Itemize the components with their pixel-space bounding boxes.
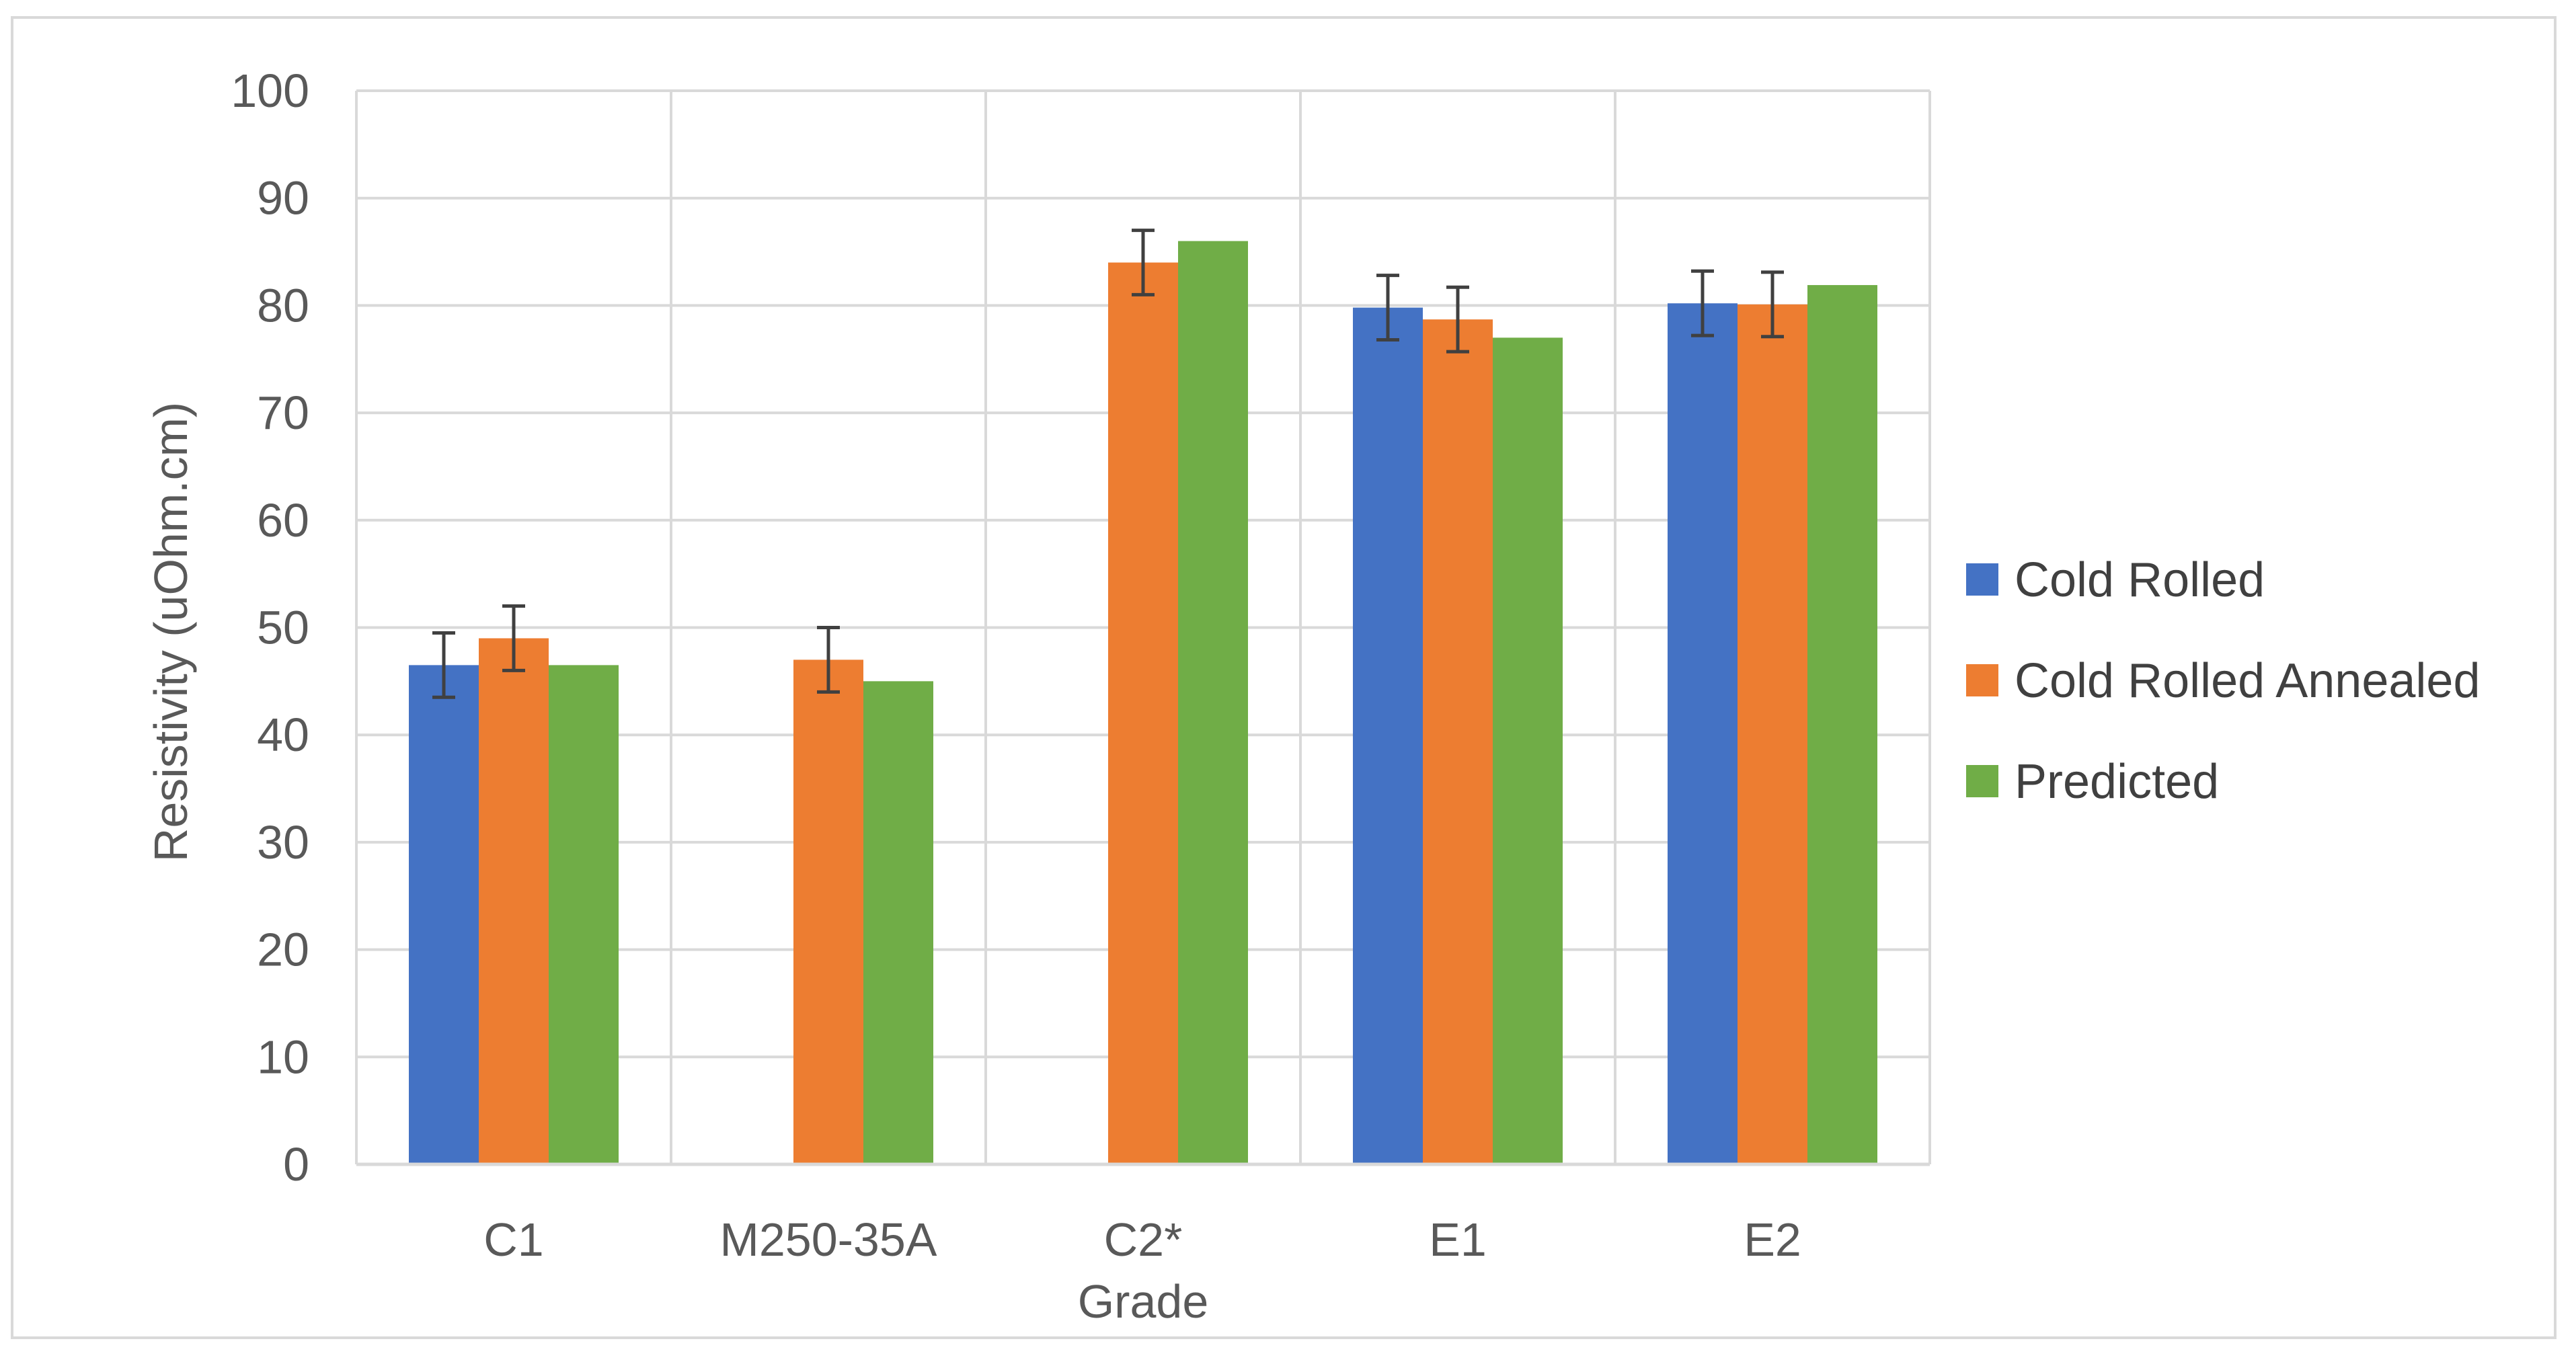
y-tick-label-50: 50 xyxy=(257,602,309,654)
bar-layer xyxy=(409,241,1877,1165)
x-tick-label-e1: E1 xyxy=(1429,1213,1487,1266)
legend-swatch xyxy=(1966,664,1998,696)
bar-cold-rolled-annealed-c2 xyxy=(1108,262,1178,1164)
legend: Cold Rolled Cold Rolled Annealed Predicted xyxy=(1966,553,2481,809)
legend-item-cold-rolled-annealed: Cold Rolled Annealed xyxy=(1966,654,2481,708)
bar-cold-rolled-annealed-c1 xyxy=(479,638,549,1164)
axis-layer: 0 10 20 30 40 50 60 70 80 90 100 C1 M250-35A C2* E1 E2 xyxy=(231,65,1930,1266)
bar-predicted-e2 xyxy=(1807,285,1877,1164)
y-tick-label-30: 30 xyxy=(257,816,309,869)
y-tick-label-70: 70 xyxy=(257,387,309,439)
bar-cold-rolled-c1 xyxy=(409,665,479,1164)
error-bar-cold-rolled-annealed-m25035a xyxy=(817,626,840,694)
error-bar-cold-rolled-annealed-c1 xyxy=(502,604,525,672)
error-bar-cold-rolled-annealed-c2 xyxy=(1132,229,1155,296)
x-tick-label-c1: C1 xyxy=(483,1213,543,1266)
y-tick-label-20: 20 xyxy=(257,924,309,976)
error-bar-cold-rolled-c1 xyxy=(432,631,455,699)
legend-item-predicted: Predicted xyxy=(1966,755,2219,809)
error-bar-cold-rolled-annealed-e1 xyxy=(1446,285,1469,354)
bar-cold-rolled-annealed-m25035a xyxy=(793,659,863,1164)
error-bar-layer xyxy=(432,229,1784,699)
error-bar-cold-rolled-e2 xyxy=(1691,269,1714,337)
bar-cold-rolled-e1 xyxy=(1353,307,1423,1164)
error-bar-cold-rolled-e1 xyxy=(1376,274,1399,342)
bar-predicted-e1 xyxy=(1493,337,1563,1164)
x-tick-label-e2: E2 xyxy=(1744,1213,1801,1266)
bar-cold-rolled-annealed-e1 xyxy=(1423,319,1493,1164)
y-tick-label-100: 100 xyxy=(231,65,309,117)
error-bar-cold-rolled-annealed-e2 xyxy=(1761,270,1784,339)
bar-predicted-c1 xyxy=(549,665,619,1164)
bar-predicted-m25035a xyxy=(863,681,933,1164)
legend-label: Cold Rolled Annealed xyxy=(2015,654,2481,708)
legend-label: Predicted xyxy=(2015,755,2219,809)
legend-label: Cold Rolled xyxy=(2015,553,2265,607)
y-tick-label-40: 40 xyxy=(257,709,309,761)
y-axis-title: Resistivity (uOhm.cm) xyxy=(145,402,197,862)
legend-swatch xyxy=(1966,765,1998,797)
bar-predicted-c2 xyxy=(1178,241,1248,1165)
x-tick-label-m25035a: M250-35A xyxy=(720,1213,937,1266)
legend-item-cold-rolled: Cold Rolled xyxy=(1966,553,2265,607)
x-tick-label-c2: C2* xyxy=(1104,1213,1183,1266)
y-tick-label-0: 0 xyxy=(283,1138,309,1191)
y-tick-label-90: 90 xyxy=(257,172,309,225)
x-axis-title: Grade xyxy=(1078,1275,1209,1328)
legend-swatch xyxy=(1966,563,1998,596)
y-tick-label-10: 10 xyxy=(257,1031,309,1083)
y-tick-label-80: 80 xyxy=(257,279,309,331)
bar-cold-rolled-annealed-e2 xyxy=(1738,304,1807,1165)
y-tick-label-60: 60 xyxy=(257,494,309,547)
bar-cold-rolled-e2 xyxy=(1668,303,1738,1164)
